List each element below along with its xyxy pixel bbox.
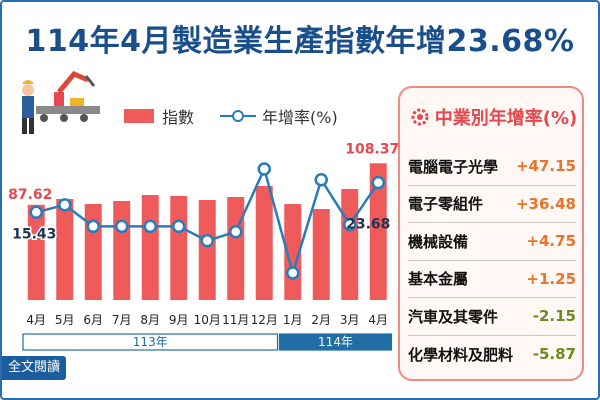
index-bar bbox=[227, 197, 245, 300]
index-data-label: 87.62 bbox=[8, 187, 52, 203]
yoy-point bbox=[286, 266, 300, 280]
yoy-point bbox=[200, 233, 214, 248]
industry-name: 基本金屬 bbox=[408, 270, 469, 289]
read-full-text-button[interactable]: 全文閱讀 bbox=[2, 356, 66, 380]
industry-yoy-value: +1.25 bbox=[526, 269, 576, 288]
year-group-label: 113年 bbox=[133, 335, 168, 349]
industry-yoy-value: +47.15 bbox=[515, 157, 576, 176]
month-tick-label: 9月 bbox=[169, 313, 189, 327]
legend-line-swatch bbox=[220, 110, 257, 122]
industry-name: 電子零組件 bbox=[408, 195, 484, 214]
legend-index-label: 指數 bbox=[162, 108, 195, 127]
month-tick-label: 4月 bbox=[26, 313, 46, 327]
industry-row: 電腦電子光學 +47.15 bbox=[408, 148, 576, 186]
month-tick-label: 2月 bbox=[311, 313, 331, 327]
month-tick-label: 10月 bbox=[194, 313, 221, 327]
month-tick-label: 3月 bbox=[340, 313, 360, 327]
robot-arm-icon bbox=[22, 70, 100, 134]
legend-bar-swatch bbox=[124, 109, 154, 123]
industry-name: 化學材料及肥料 bbox=[408, 345, 514, 364]
industry-row: 化學材料及肥料 -5.87 bbox=[408, 336, 576, 374]
index-bar bbox=[113, 201, 131, 300]
industry-yoy-value: -5.87 bbox=[532, 345, 576, 364]
index-bar bbox=[56, 199, 74, 300]
index-bar bbox=[141, 195, 159, 300]
month-tick-label: 12月 bbox=[251, 313, 278, 327]
yoy-point bbox=[257, 162, 271, 176]
index-bar bbox=[312, 209, 330, 300]
month-tick-label: 8月 bbox=[140, 313, 160, 327]
index-bar bbox=[341, 189, 359, 300]
yoy-data-label: 23.68 bbox=[346, 217, 390, 233]
yoy-point bbox=[58, 198, 72, 212]
index-bar bbox=[255, 186, 273, 300]
month-tick-label: 6月 bbox=[83, 313, 103, 327]
month-tick-label: 11月 bbox=[222, 313, 249, 327]
industry-yoy-value: -2.15 bbox=[532, 307, 576, 326]
yoy-data-label: 15.43 bbox=[12, 226, 56, 242]
year-group-band bbox=[278, 333, 393, 351]
industry-name: 汽車及其零件 bbox=[408, 307, 499, 326]
gear-icon bbox=[411, 108, 429, 126]
industry-row: 基本金屬 +1.25 bbox=[408, 261, 576, 298]
index-bar bbox=[170, 196, 188, 300]
industry-yoy-value: +4.75 bbox=[526, 232, 576, 251]
industry-list: 電腦電子光學 +47.15 電子零組件 +36.48 機械設備 +4.75 基本金屬 +1.2… bbox=[408, 148, 576, 373]
yoy-point bbox=[229, 225, 243, 239]
index-bar bbox=[198, 200, 216, 300]
month-tick-label: 1月 bbox=[283, 313, 303, 327]
industry-yoy-panel: 中業別年增率(%) 電腦電子光學 +47.15 電子零組件 +36.48 機械設備 +4.… bbox=[398, 86, 584, 381]
yoy-point bbox=[29, 205, 43, 220]
year-group-label: 114年 bbox=[318, 335, 353, 349]
panel-title-text: 中業別年增率(%) bbox=[434, 108, 578, 129]
industry-row: 機械設備 +4.75 bbox=[408, 223, 576, 261]
headline: 114年4月製造業生產指數年增23.68% bbox=[25, 24, 575, 59]
yoy-point bbox=[143, 219, 157, 234]
month-tick-label: 5月 bbox=[55, 313, 75, 327]
yoy-point bbox=[115, 219, 129, 234]
chart-legend: 指數 年增率(%) bbox=[124, 104, 362, 128]
industry-name: 電腦電子光學 bbox=[408, 157, 499, 176]
yoy-point bbox=[86, 219, 100, 234]
industry-row: 電子零組件 +36.48 bbox=[408, 186, 576, 223]
yoy-data-label-halo: 15.43 bbox=[12, 226, 56, 242]
month-tick-label: 4月 bbox=[368, 313, 388, 327]
yoy-point bbox=[172, 219, 186, 234]
industry-name: 機械設備 bbox=[408, 232, 469, 251]
month-tick-label: 7月 bbox=[112, 313, 132, 327]
index-bar bbox=[84, 204, 102, 300]
industry-row: 汽車及其零件 -2.15 bbox=[408, 298, 576, 336]
yoy-point bbox=[343, 217, 357, 232]
year-group-band bbox=[22, 333, 279, 351]
industry-yoy-value: +36.48 bbox=[515, 194, 576, 213]
yoy-point bbox=[314, 172, 328, 187]
yoy-point bbox=[371, 175, 385, 190]
index-bar bbox=[369, 163, 387, 300]
legend-yoy-label: 年增率(%) bbox=[262, 108, 338, 127]
index-data-label: 108.37 bbox=[345, 141, 399, 157]
index-bar bbox=[27, 204, 45, 300]
panel-title: 中業別年增率(%) bbox=[400, 104, 586, 130]
